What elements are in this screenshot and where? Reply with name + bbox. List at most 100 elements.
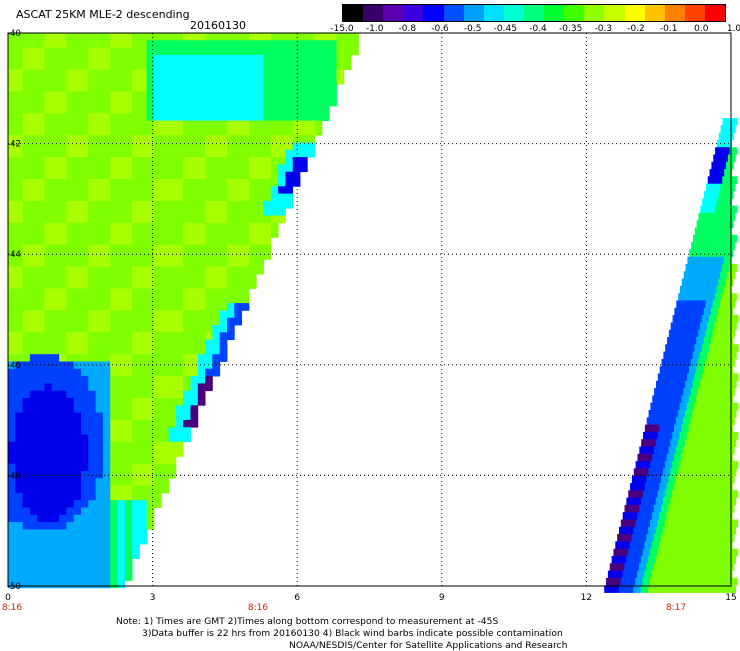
swath-cell [51, 171, 60, 180]
swath-cell [95, 514, 104, 523]
swath-cell [161, 222, 169, 231]
swath-cell [227, 91, 235, 100]
swath-cell [15, 390, 23, 399]
swath-cell [696, 220, 705, 228]
swath-cell [190, 222, 199, 231]
swath-cell [81, 244, 89, 253]
swath-cell [146, 179, 155, 187]
swath-cell [37, 259, 45, 267]
swath-cell [679, 285, 688, 294]
swath-cell [110, 237, 118, 246]
swath-cell [139, 200, 148, 209]
swath-cell [707, 351, 715, 360]
swath-cell [66, 332, 75, 340]
swath-cell [351, 47, 359, 56]
swath-cell [161, 405, 169, 413]
swath-cell [227, 237, 235, 246]
swath-cell [51, 149, 60, 158]
swath-cell [183, 244, 191, 253]
swath-cell [95, 507, 104, 516]
swath-cell [270, 135, 279, 143]
swath-cell [51, 492, 60, 501]
swath-cell [132, 157, 140, 165]
swath-cell [270, 113, 279, 121]
swath-cell [307, 113, 315, 121]
swath-cell [720, 329, 728, 338]
swath-cell [681, 307, 690, 316]
swath-cell [161, 383, 169, 392]
swath-cell [154, 237, 162, 246]
swath-cell [292, 47, 301, 56]
swath-cell [161, 157, 169, 165]
swath-cell [44, 383, 53, 392]
swath-cell [321, 84, 330, 92]
swath-cell [672, 461, 680, 469]
swath-cell [88, 434, 96, 443]
swath-cell [154, 361, 162, 370]
swath-cell [721, 351, 730, 360]
swath-cell [59, 492, 67, 501]
swath-cell [212, 200, 221, 209]
swath-cell [205, 171, 213, 180]
swath-cell [88, 441, 96, 450]
swath-cell [292, 113, 301, 121]
swath-cell [81, 383, 89, 392]
swath-cell [132, 463, 140, 472]
swath-cell [219, 317, 228, 326]
swath-cell [95, 91, 104, 100]
swath-cell [37, 536, 45, 545]
swath-cell [124, 288, 133, 297]
swath-cell [707, 205, 716, 214]
swath-cell [626, 497, 635, 506]
swath-cell [132, 142, 140, 151]
swath-cell [51, 230, 60, 238]
swath-cell [15, 106, 23, 114]
swath-cell [701, 490, 709, 498]
swath-cell [241, 98, 250, 107]
swath-cell [270, 222, 279, 231]
swath-cell [8, 171, 16, 180]
swath-cell [37, 157, 45, 165]
swath-cell [81, 507, 89, 516]
swath-cell [278, 193, 286, 202]
swath-cell [241, 40, 250, 48]
swath-cell [22, 193, 31, 202]
swath-cell [197, 361, 206, 370]
swath-cell [102, 281, 111, 289]
swath-cell [646, 475, 655, 484]
swath-cell [197, 135, 206, 143]
swath-cell [8, 500, 16, 508]
swath-cell [37, 434, 45, 443]
swath-cell [241, 69, 250, 78]
swath-cell [102, 91, 111, 100]
swath-cell [175, 33, 184, 41]
swath-cell [154, 230, 162, 238]
swath-cell [300, 157, 308, 165]
swath-cell [110, 252, 118, 260]
swath-cell [37, 390, 45, 399]
swath-cell [139, 310, 148, 319]
colorbar-swatch [564, 5, 585, 21]
swath-cell [51, 390, 60, 399]
swath-cell [307, 106, 315, 114]
swath-cell [88, 427, 96, 435]
swath-cell [241, 303, 250, 311]
swath-cell [22, 383, 31, 392]
swath-cell [51, 449, 60, 457]
swath-cell [175, 303, 184, 311]
swath-cell [183, 398, 191, 406]
colorbar-tick-label: -0.1 [659, 24, 678, 34]
swath-cell [37, 492, 45, 501]
swath-cell [278, 157, 286, 165]
swath-cell [95, 376, 104, 384]
swath-cell [722, 548, 731, 557]
swath-cell [730, 431, 739, 440]
swath-cell [139, 317, 148, 326]
swath-cell [29, 230, 38, 238]
swath-cell [8, 244, 16, 253]
swath-cell [44, 127, 53, 136]
swath-cell [51, 565, 60, 574]
swath-cell [715, 577, 724, 586]
swath-cell [15, 485, 23, 494]
swath-cell [637, 453, 646, 462]
